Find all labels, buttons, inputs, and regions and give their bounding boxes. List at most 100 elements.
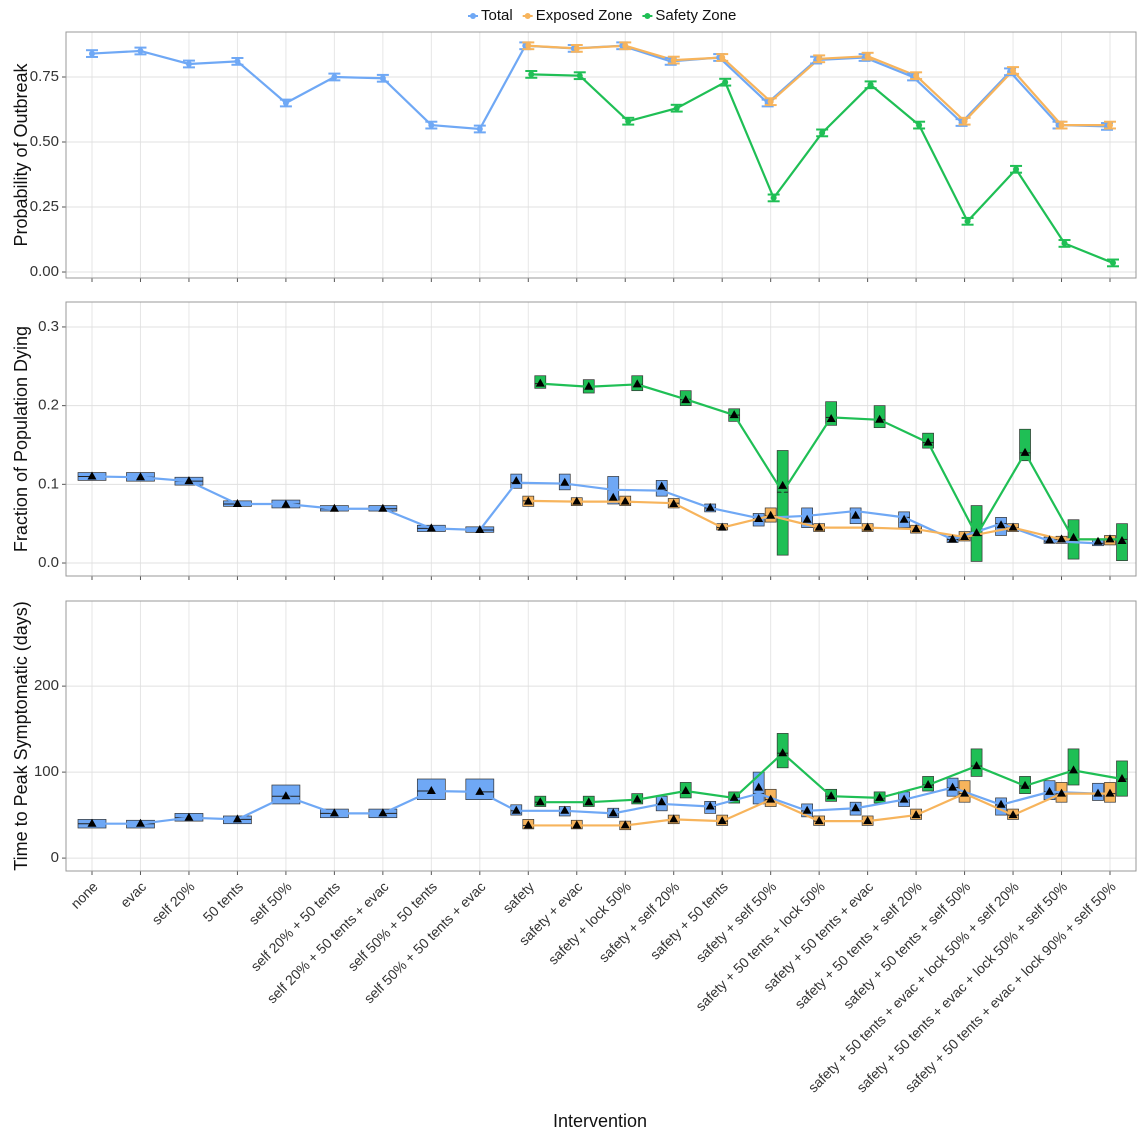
mean-marker bbox=[378, 808, 388, 817]
x-tick-label: self 20% + 50 tents bbox=[247, 878, 343, 974]
mean-marker bbox=[972, 528, 982, 537]
point bbox=[1110, 259, 1116, 266]
panel-background bbox=[66, 302, 1136, 576]
point bbox=[767, 98, 774, 105]
box bbox=[825, 401, 837, 426]
mean-marker bbox=[814, 816, 824, 825]
legend-swatch bbox=[524, 13, 531, 19]
x-tick-label: self 20% bbox=[148, 878, 197, 927]
mean-marker bbox=[426, 786, 436, 795]
point bbox=[428, 122, 435, 129]
mean-marker bbox=[608, 492, 618, 501]
point bbox=[282, 99, 289, 106]
point bbox=[185, 60, 192, 67]
mean-marker bbox=[717, 522, 727, 531]
mean-marker bbox=[814, 522, 824, 531]
mean-marker bbox=[1045, 786, 1055, 795]
x-tick-label: safety bbox=[499, 878, 537, 916]
point bbox=[673, 105, 680, 112]
point bbox=[864, 53, 871, 60]
mean-marker bbox=[826, 414, 836, 423]
point bbox=[576, 72, 583, 79]
mean-marker bbox=[572, 496, 582, 505]
panel-border bbox=[65, 600, 1137, 872]
mean-marker bbox=[1105, 788, 1115, 797]
x-tick-label: self 50% bbox=[245, 878, 294, 927]
mean-marker bbox=[826, 791, 836, 800]
panel-background bbox=[66, 32, 1136, 278]
mean-marker bbox=[996, 799, 1006, 808]
y-axis-label: Probability of Outbreak bbox=[11, 62, 31, 246]
panel-background bbox=[66, 601, 1136, 871]
mean-marker bbox=[1069, 765, 1079, 774]
box bbox=[776, 450, 789, 556]
mean-marker bbox=[475, 524, 485, 533]
mean-marker bbox=[778, 480, 788, 489]
mean-marker bbox=[281, 791, 291, 800]
mean-marker bbox=[766, 510, 776, 519]
point bbox=[913, 72, 920, 79]
point bbox=[234, 58, 241, 65]
mean-marker bbox=[1008, 522, 1018, 531]
series-line bbox=[91, 475, 1099, 545]
mean-marker bbox=[135, 472, 145, 481]
point bbox=[961, 118, 968, 125]
mean-marker bbox=[184, 812, 194, 821]
mean-marker bbox=[378, 503, 388, 512]
mean-marker bbox=[1117, 535, 1127, 544]
y-tick-label: 0.75 bbox=[30, 68, 59, 85]
box bbox=[1019, 428, 1031, 462]
point bbox=[722, 79, 729, 86]
legend-swatch bbox=[470, 13, 476, 19]
point bbox=[476, 125, 483, 132]
x-tick-label: safety + lock 50% bbox=[545, 878, 634, 967]
mean-marker bbox=[669, 498, 679, 507]
mean-marker bbox=[705, 502, 715, 511]
legend-label: Safety Zone bbox=[655, 7, 736, 24]
mean-marker bbox=[863, 522, 873, 531]
mean-marker bbox=[1069, 532, 1079, 541]
x-tick-label: 50 tents bbox=[200, 878, 247, 925]
mean-marker bbox=[1057, 788, 1067, 797]
mean-marker bbox=[1105, 534, 1115, 543]
series-line bbox=[92, 786, 1099, 825]
point bbox=[964, 218, 971, 225]
y-tick-label: 0.50 bbox=[30, 133, 59, 150]
mean-marker bbox=[511, 476, 521, 485]
mean-marker bbox=[802, 805, 812, 814]
mean-marker bbox=[232, 498, 242, 507]
mean-marker bbox=[584, 381, 594, 390]
mean-marker bbox=[923, 437, 933, 446]
point bbox=[1010, 67, 1017, 74]
mean-marker bbox=[1045, 535, 1055, 544]
mean-marker bbox=[778, 748, 788, 757]
point bbox=[916, 122, 923, 129]
legend-label: Exposed Zone bbox=[536, 7, 633, 24]
mean-marker bbox=[87, 471, 97, 480]
mean-marker bbox=[899, 514, 909, 523]
point bbox=[819, 129, 826, 136]
point bbox=[525, 42, 532, 49]
point bbox=[622, 42, 629, 49]
mean-marker bbox=[923, 780, 933, 789]
mean-marker bbox=[899, 794, 909, 803]
mean-marker bbox=[135, 818, 145, 827]
y-tick-label: 0.1 bbox=[38, 475, 59, 492]
point bbox=[1013, 166, 1020, 173]
mean-marker bbox=[560, 477, 570, 486]
mean-marker bbox=[632, 379, 642, 388]
mean-marker bbox=[535, 378, 545, 387]
mean-marker bbox=[754, 513, 764, 522]
y-axis-label: Fraction of Population Dying bbox=[11, 326, 31, 552]
mean-marker bbox=[851, 510, 861, 519]
mean-marker bbox=[523, 496, 533, 505]
mean-marker bbox=[523, 820, 533, 829]
mean-marker bbox=[875, 792, 885, 801]
legend-swatch bbox=[644, 13, 651, 19]
point bbox=[331, 73, 338, 80]
mean-marker bbox=[572, 820, 582, 829]
y-tick-label: 0.0 bbox=[38, 554, 59, 571]
mean-marker bbox=[620, 496, 630, 505]
mean-marker bbox=[1020, 780, 1030, 789]
